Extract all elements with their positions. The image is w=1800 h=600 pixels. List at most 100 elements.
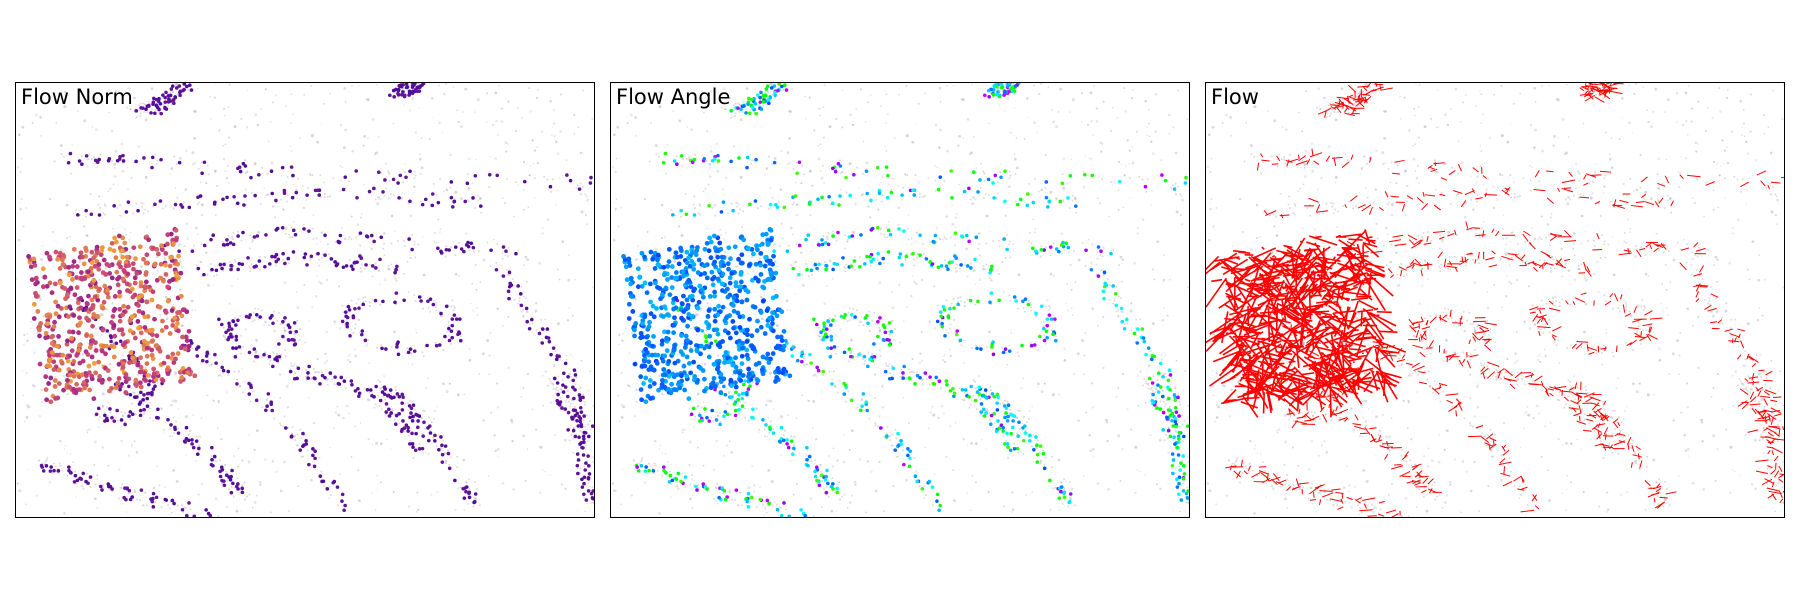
flow-norm-point (400, 392, 405, 397)
background-point (227, 181, 231, 185)
background-point (887, 365, 890, 368)
background-point (479, 281, 482, 284)
flow-norm-point (563, 385, 568, 389)
background-point (1006, 234, 1008, 236)
background-point (1126, 322, 1129, 325)
flow-norm-point (412, 89, 416, 94)
background-point (272, 351, 275, 354)
background-point (325, 278, 329, 282)
background-point (1102, 273, 1105, 276)
flow-norm-point (254, 264, 258, 268)
background-point (558, 177, 561, 180)
flow-norm-point (368, 388, 373, 392)
background-point (403, 244, 406, 247)
background-point (376, 202, 380, 206)
flow-norm-point (142, 156, 146, 160)
flow-norm-point (237, 345, 242, 349)
flow-norm-point (258, 315, 262, 319)
background-point (332, 177, 335, 180)
background-point (977, 247, 980, 250)
flow-norm-point (113, 385, 119, 391)
background-point (191, 151, 195, 154)
background-point (541, 226, 544, 230)
flow-norm-point (582, 475, 587, 480)
background-point (168, 428, 171, 431)
background-point (154, 500, 157, 503)
background-point (414, 256, 417, 259)
flow-norm-point (175, 328, 181, 334)
background-point (266, 193, 270, 196)
background-point (506, 178, 509, 181)
background-point (1170, 186, 1173, 189)
background-point (66, 393, 69, 396)
background-point (135, 116, 138, 119)
background-point (379, 303, 382, 306)
flow-norm-point (236, 234, 240, 238)
background-point (1003, 397, 1005, 399)
flow-norm-point (150, 155, 155, 160)
flow-norm-point (522, 179, 527, 184)
background-point (540, 130, 544, 133)
flow-norm-point (147, 104, 151, 108)
background-point (500, 120, 504, 123)
background-point (326, 243, 329, 246)
background-point (445, 188, 449, 192)
flow-norm-point (230, 468, 234, 473)
background-point (1010, 511, 1013, 513)
background-point (874, 323, 877, 326)
background-point (835, 510, 837, 512)
background-point (176, 504, 179, 507)
background-point (379, 387, 382, 390)
background-point (969, 151, 973, 155)
flow-norm-point (557, 354, 561, 359)
background-point (831, 465, 835, 468)
background-point (736, 205, 739, 208)
flow-norm-point (266, 392, 271, 396)
background-point (459, 486, 462, 489)
background-point (728, 490, 731, 494)
background-point (467, 157, 471, 161)
background-point (128, 105, 130, 107)
background-point (834, 385, 837, 387)
background-point (359, 216, 362, 219)
background-point (296, 319, 299, 322)
flow-norm-point (507, 296, 511, 301)
background-point (755, 407, 758, 410)
background-point (255, 429, 259, 433)
background-point (929, 323, 932, 325)
background-point (650, 122, 652, 124)
background-point (539, 491, 542, 495)
background-point (582, 496, 585, 499)
flow-norm-point (60, 352, 66, 358)
flow-norm-point (254, 398, 259, 403)
background-point (365, 344, 368, 347)
background-point (169, 173, 172, 175)
background-point (310, 378, 313, 381)
background-point (401, 87, 404, 90)
background-point (96, 474, 99, 477)
background-point (567, 278, 571, 282)
background-point (792, 201, 795, 204)
background-point (228, 302, 231, 305)
flow-norm-point (433, 433, 437, 438)
flow-norm-point (74, 264, 80, 269)
background-point (743, 407, 746, 410)
background-point (456, 393, 460, 397)
flow-norm-point (560, 406, 564, 410)
background-point (296, 306, 300, 310)
flow-norm-point (357, 394, 361, 399)
flow-norm-point (325, 487, 330, 491)
flow-norm-point (135, 319, 141, 324)
background-point (119, 500, 122, 502)
flow-norm-point (101, 299, 107, 305)
background-point (945, 299, 948, 302)
background-point (550, 382, 553, 385)
background-point (767, 469, 771, 472)
background-point (261, 166, 264, 169)
background-point (911, 140, 915, 144)
background-point (132, 212, 135, 215)
background-point (586, 440, 589, 443)
background-point (447, 321, 450, 323)
background-point (584, 214, 587, 217)
background-point (272, 310, 275, 313)
